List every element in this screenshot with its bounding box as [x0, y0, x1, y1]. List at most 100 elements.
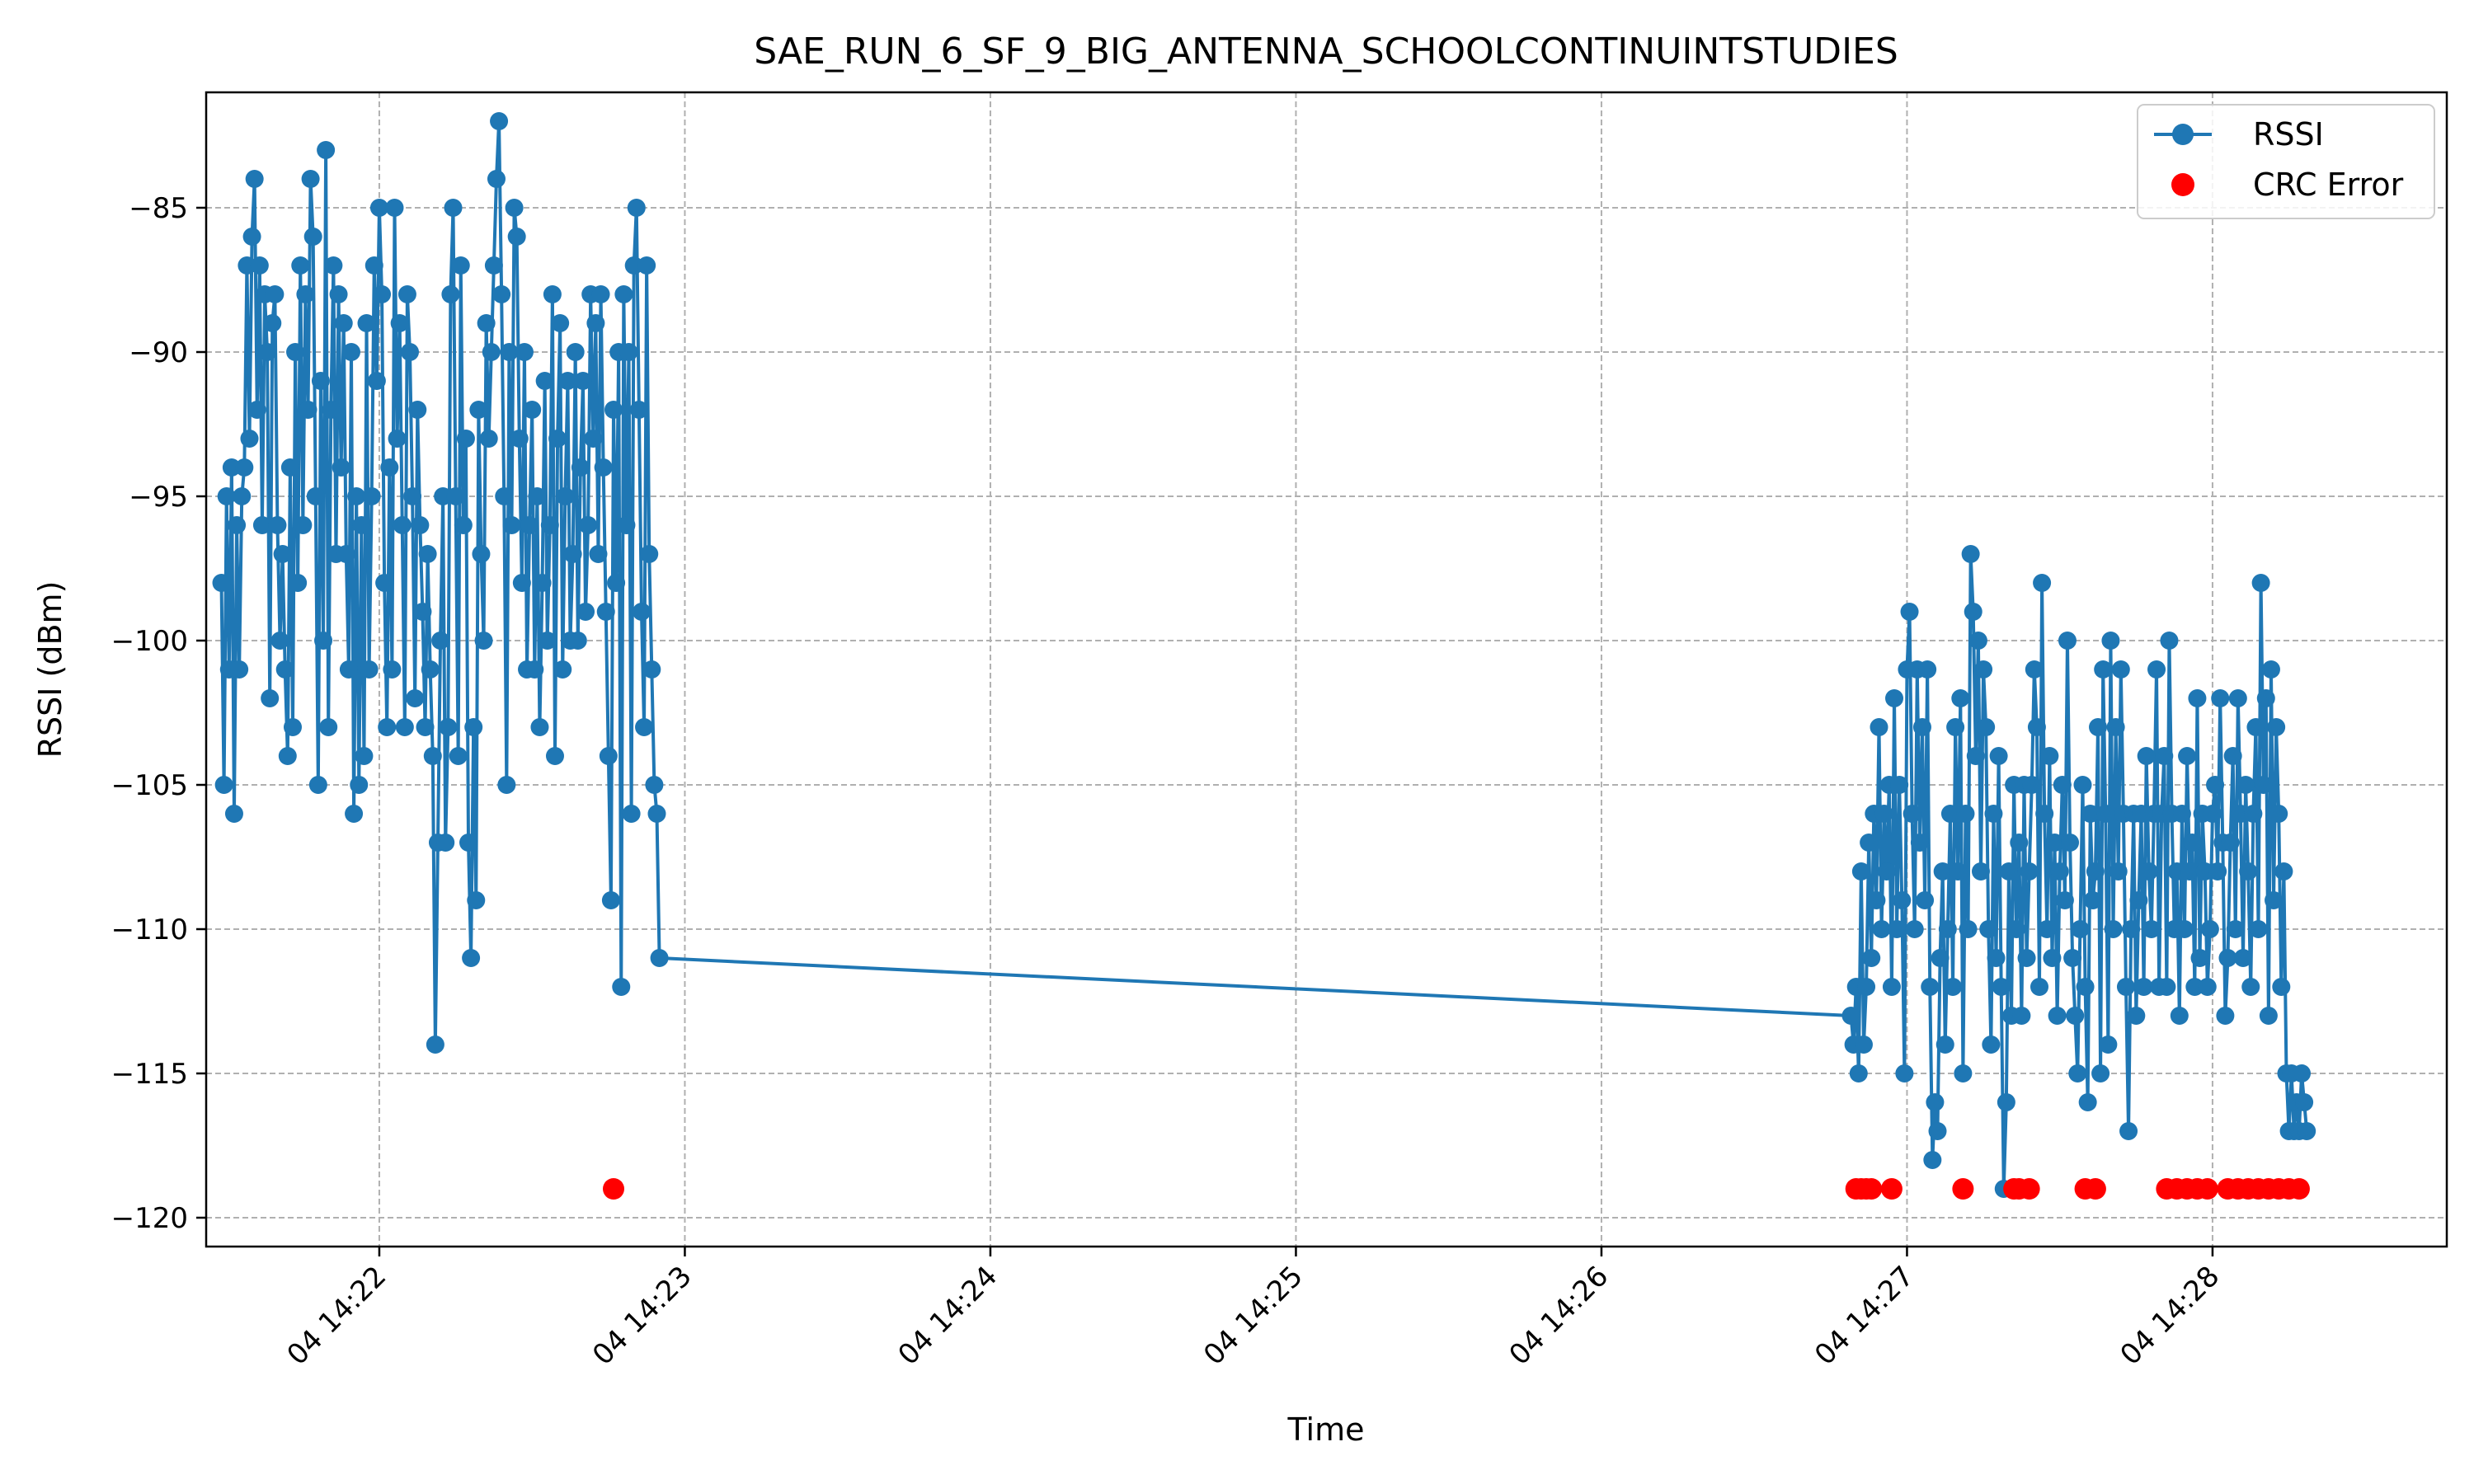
- rssi-data-point: [2063, 949, 2082, 967]
- rssi-data-point: [411, 516, 430, 534]
- rssi-data-point: [624, 256, 643, 275]
- legend-rssi-label: RSSI: [2253, 116, 2324, 153]
- rssi-data-point: [1938, 920, 1957, 938]
- rssi-data-point: [242, 228, 261, 246]
- rssi-data-point: [2170, 1007, 2189, 1025]
- rssi-data-point: [487, 170, 506, 188]
- rssi-data-point: [2007, 920, 2026, 938]
- rssi-data-point: [373, 285, 392, 303]
- rssi-data-point: [1877, 862, 1896, 881]
- rssi-data-point: [336, 545, 355, 563]
- rssi-data-point: [388, 430, 407, 448]
- y-tick-label: −105: [111, 769, 188, 802]
- rssi-data-point: [454, 516, 473, 534]
- rssi-data-point: [2025, 660, 2044, 679]
- rssi-data-point: [1921, 978, 1940, 996]
- rssi-data-point: [1949, 862, 1968, 881]
- rssi-data-point: [1862, 949, 1881, 967]
- rssi-data-point: [1900, 603, 1919, 621]
- crc-error-marker: [1880, 1178, 1903, 1200]
- rssi-data-point: [250, 256, 269, 275]
- rssi-data-point: [2010, 834, 2029, 852]
- rssi-data-point: [311, 372, 330, 390]
- rssi-data-point: [446, 487, 465, 505]
- rssi-data-point: [423, 747, 442, 765]
- rssi-data-point: [1961, 545, 1980, 563]
- rssi-data-point: [421, 660, 440, 679]
- rssi-data-point: [2234, 949, 2252, 967]
- rssi-data-point: [642, 660, 661, 679]
- rssi-data-point: [568, 632, 587, 650]
- rssi-data-point: [629, 401, 648, 419]
- rssi-data-point: [2083, 891, 2102, 909]
- rssi-data-point: [2206, 776, 2225, 794]
- rssi-data-point: [395, 718, 414, 736]
- rssi-data-point: [385, 199, 404, 217]
- rssi-data-point: [2033, 574, 2052, 592]
- rssi-data-point: [2261, 660, 2280, 679]
- rssi-data-point: [2104, 920, 2123, 938]
- rssi-data-point: [1971, 862, 1990, 881]
- rssi-data-point: [647, 805, 666, 823]
- rssi-data-point: [2101, 632, 2120, 650]
- rssi-data-point: [296, 285, 315, 303]
- rssi-data-point: [2061, 834, 2080, 852]
- rssi-data-point: [528, 487, 547, 505]
- rssi-data-point: [2076, 978, 2095, 996]
- rssi-data-point: [347, 487, 366, 505]
- rssi-data-point: [383, 660, 402, 679]
- rssi-data-point: [2223, 747, 2242, 765]
- rssi-data-point: [1872, 920, 1891, 938]
- rssi-data-point: [640, 545, 659, 563]
- rssi-data-point: [2053, 776, 2072, 794]
- rssi-data-point: [303, 228, 322, 246]
- rssi-data-point: [1890, 776, 1909, 794]
- rssi-data-point: [495, 487, 514, 505]
- rssi-data-point: [1987, 949, 2006, 967]
- rssi-data-point: [2040, 747, 2059, 765]
- rssi-data-point: [1895, 1064, 1914, 1082]
- rssi-data-point: [500, 343, 519, 361]
- rssi-data-point: [308, 776, 327, 794]
- rssi-data-point: [594, 458, 613, 477]
- rssi-data-point: [2239, 862, 2258, 881]
- rssi-data-point: [2183, 834, 2202, 852]
- rssi-data-point: [367, 372, 386, 390]
- rssi-data-point: [212, 574, 231, 592]
- rssi-data-point: [477, 314, 496, 332]
- rssi-data-point: [403, 487, 422, 505]
- rssi-data-point: [2269, 805, 2288, 823]
- rssi-data-point: [627, 199, 646, 217]
- crc-error-marker: [2196, 1178, 2218, 1200]
- rssi-data-point: [393, 516, 412, 534]
- y-tick-label: −115: [111, 1058, 188, 1091]
- rssi-data-point: [512, 574, 531, 592]
- rssi-data-point: [617, 516, 636, 534]
- rssi-data-point: [2175, 920, 2194, 938]
- rssi-data-point: [523, 401, 542, 419]
- rssi-data-point: [270, 632, 289, 650]
- rssi-data-point: [1997, 1093, 2015, 1111]
- rssi-data-point: [1874, 805, 1893, 823]
- rssi-data-point: [2142, 920, 2161, 938]
- rssi-data-point: [2241, 978, 2260, 996]
- rssi-data-point: [2071, 920, 2090, 938]
- rssi-data-point: [369, 199, 388, 217]
- rssi-data-point: [1931, 949, 1950, 967]
- rssi-data-point: [332, 458, 350, 477]
- rssi-data-point: [2089, 718, 2108, 736]
- rssi-data-point: [1885, 689, 1904, 707]
- rssi-data-point: [261, 689, 280, 707]
- rssi-data-point: [273, 545, 292, 563]
- rssi-data-point: [551, 314, 570, 332]
- rssi-data-point: [360, 660, 379, 679]
- rssi-data-point: [650, 949, 669, 967]
- rssi-data-point: [492, 285, 511, 303]
- rssi-data-point: [462, 949, 481, 967]
- rssi-data-point: [1959, 920, 1978, 938]
- rssi-data-point: [444, 199, 463, 217]
- rssi-data-point: [2231, 805, 2250, 823]
- rssi-data-point: [378, 718, 397, 736]
- rssi-data-point: [2020, 862, 2039, 881]
